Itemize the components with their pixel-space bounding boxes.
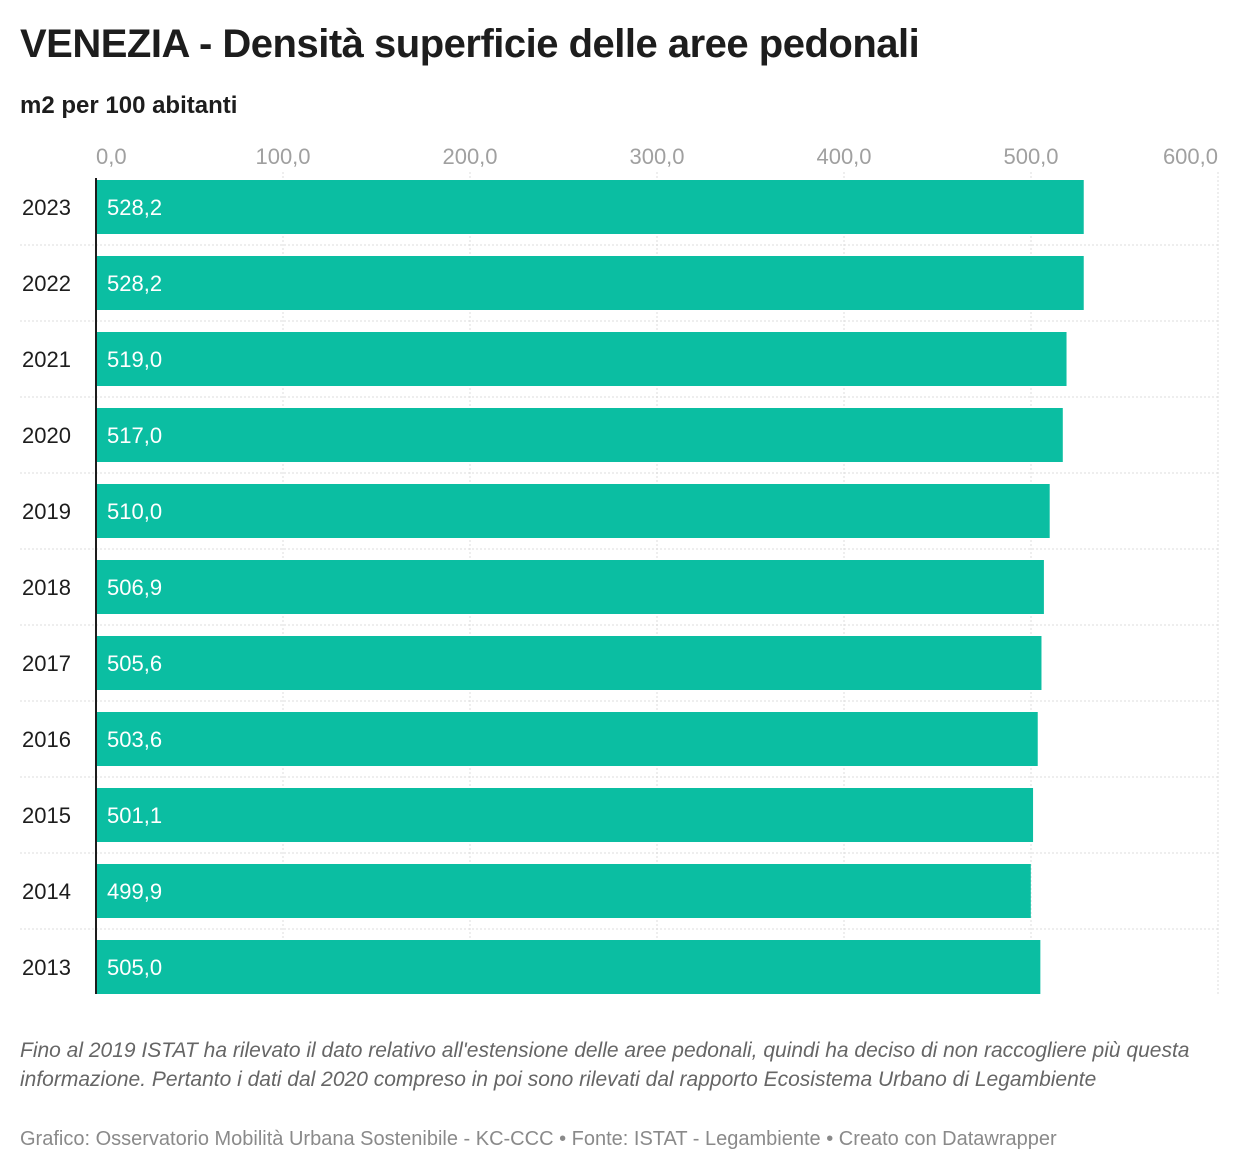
- bar: [96, 408, 1063, 462]
- chart-title: VENEZIA - Densità superficie delle aree …: [20, 22, 920, 66]
- value-label: 505,6: [107, 651, 162, 676]
- category-label: 2023: [22, 195, 71, 220]
- value-label: 505,0: [107, 955, 162, 980]
- bar: [96, 256, 1084, 310]
- value-label: 528,2: [107, 195, 162, 220]
- category-label: 2020: [22, 423, 71, 448]
- x-tick-label: 600,0: [1163, 144, 1218, 169]
- bar: [96, 560, 1044, 614]
- bar: [96, 788, 1034, 842]
- x-tick-label: 200,0: [442, 144, 497, 169]
- x-tick-label: 0,0: [96, 144, 127, 169]
- value-label: 506,9: [107, 575, 162, 600]
- category-label: 2013: [22, 955, 71, 980]
- category-label: 2022: [22, 271, 71, 296]
- bar: [96, 864, 1031, 918]
- bar: [96, 180, 1084, 234]
- value-label: 499,9: [107, 879, 162, 904]
- bar-chart: 0,0 100,0 200,0 300,0 400,0 500,0 600,0 2023 528…: [20, 144, 1219, 996]
- bar: [96, 332, 1067, 386]
- x-tick-label: 500,0: [1003, 144, 1058, 169]
- value-label: 519,0: [107, 347, 162, 372]
- bar: [96, 940, 1041, 994]
- category-label: 2016: [22, 727, 71, 752]
- chart-subtitle: m2 per 100 abitanti: [20, 92, 238, 119]
- category-label: 2019: [22, 499, 71, 524]
- chart-note: Fino al 2019 ISTAT ha rilevato il dato r…: [20, 1039, 1190, 1091]
- category-label: 2018: [22, 575, 71, 600]
- value-label: 528,2: [107, 271, 162, 296]
- bar: [96, 636, 1042, 690]
- category-label: 2021: [22, 347, 71, 372]
- bar: [96, 484, 1050, 538]
- value-label: 501,1: [107, 803, 162, 828]
- category-label: 2014: [22, 879, 71, 904]
- value-label: 517,0: [107, 423, 162, 448]
- category-label: 2015: [22, 803, 71, 828]
- value-label: 510,0: [107, 499, 162, 524]
- x-tick-label: 100,0: [255, 144, 310, 169]
- bar: [96, 712, 1038, 766]
- chart-credits: Grafico: Osservatorio Mobilità Urbana So…: [20, 1128, 1057, 1150]
- value-label: 503,6: [107, 727, 162, 752]
- x-tick-label: 300,0: [629, 144, 684, 169]
- x-tick-label: 400,0: [816, 144, 871, 169]
- category-label: 2017: [22, 651, 71, 676]
